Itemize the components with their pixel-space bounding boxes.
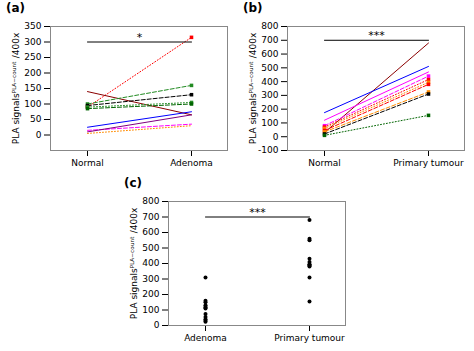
svg-text:600: 600: [261, 49, 278, 59]
svg-text:***: ***: [249, 206, 266, 219]
svg-text:100: 100: [261, 118, 278, 128]
svg-text:PLA signalsᴾᴸᴬ⁻ᶜᵒᵘⁿᵗ /400x: PLA signalsᴾᴸᴬ⁻ᶜᵒᵘⁿᵗ /400x: [11, 32, 21, 144]
svg-text:0: 0: [36, 130, 42, 140]
svg-text:350: 350: [24, 21, 41, 31]
svg-text:700: 700: [142, 212, 159, 222]
svg-text:300: 300: [24, 37, 41, 47]
svg-text:-100: -100: [258, 145, 279, 155]
svg-text:Primary tumour: Primary tumour: [393, 158, 464, 168]
svg-text:200: 200: [142, 289, 159, 299]
svg-text:700: 700: [261, 35, 278, 45]
svg-text:300: 300: [261, 90, 278, 100]
svg-text:PLA signalsᴾᴸᴬ⁻ᶜᵒᵘⁿᵗ /400x: PLA signalsᴾᴸᴬ⁻ᶜᵒᵘⁿᵗ /400x: [248, 32, 258, 144]
svg-text:200: 200: [261, 104, 278, 114]
svg-text:300: 300: [142, 274, 159, 284]
svg-text:800: 800: [142, 196, 159, 206]
svg-text:***: ***: [368, 29, 385, 42]
svg-text:100: 100: [24, 99, 41, 109]
svg-text:Adenoma: Adenoma: [184, 333, 227, 343]
svg-text:PLA signalsᴾᴸᴬ⁻ᶜᵒᵘⁿᵗ /400x: PLA signalsᴾᴸᴬ⁻ᶜᵒᵘⁿᵗ /400x: [129, 207, 139, 319]
svg-text:*: *: [137, 31, 143, 44]
svg-text:250: 250: [24, 52, 41, 62]
svg-text:400: 400: [142, 258, 159, 268]
svg-text:50: 50: [30, 114, 42, 124]
svg-text:Normal: Normal: [308, 158, 341, 168]
svg-text:500: 500: [261, 63, 278, 73]
svg-text:Primary tumour: Primary tumour: [274, 333, 345, 343]
svg-text:800: 800: [261, 21, 278, 31]
svg-text:0: 0: [273, 132, 279, 142]
svg-text:400: 400: [261, 76, 278, 86]
svg-text:Adenoma: Adenoma: [170, 158, 213, 168]
svg-text:150: 150: [24, 83, 41, 93]
svg-text:600: 600: [142, 227, 159, 237]
html-text:(a): (a): [6, 1, 26, 15]
svg-text:100: 100: [142, 305, 159, 315]
svg-text:200: 200: [24, 68, 41, 78]
svg-text:Normal: Normal: [71, 158, 104, 168]
svg-text:0: 0: [154, 320, 160, 330]
svg-text:500: 500: [142, 243, 159, 253]
html-text:(c): (c): [124, 176, 143, 190]
html-text:(b): (b): [243, 1, 263, 15]
